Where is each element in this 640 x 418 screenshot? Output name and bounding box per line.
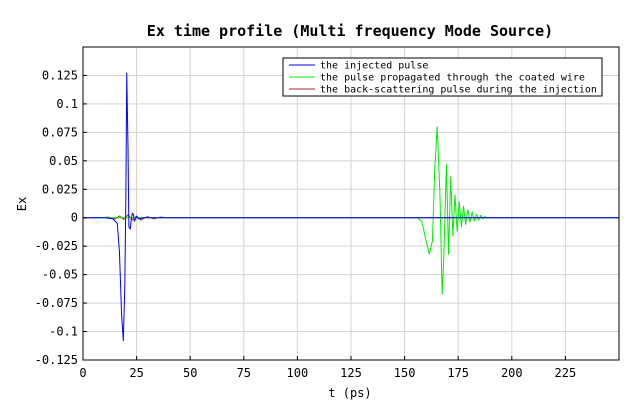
y-tick-label: 0.075 xyxy=(42,125,78,139)
x-axis-label: t (ps) xyxy=(328,386,371,400)
y-tick-label: 0.025 xyxy=(42,182,78,196)
legend-label-1: the injected pulse xyxy=(320,61,428,72)
y-tick-label: 0 xyxy=(71,211,78,225)
y-tick-label: -0.1 xyxy=(49,325,78,339)
y-tick-label: 0.125 xyxy=(42,68,78,82)
legend-label-3: the back-scattering pulse during the inj… xyxy=(320,85,597,96)
y-tick-label: -0.075 xyxy=(35,296,78,310)
series-layer xyxy=(83,72,619,342)
x-tick-label: 175 xyxy=(447,366,469,380)
x-tick-label: 50 xyxy=(183,366,197,380)
chart-title: Ex time profile (Multi frequency Mode So… xyxy=(147,22,553,40)
y-tick-label: -0.025 xyxy=(35,239,78,253)
x-tick-label: 75 xyxy=(237,366,251,380)
y-axis-label: Ex xyxy=(15,197,29,211)
x-tick-label: 0 xyxy=(79,366,86,380)
axis-ticks: 0 25 50 75 100 125 150 175 200 225 -0.125 -0.1 -0.07… xyxy=(35,68,577,380)
y-tick-label: -0.05 xyxy=(42,268,78,282)
legend-box xyxy=(282,57,603,97)
legend-label-2: the pulse propagated through the coated … xyxy=(320,73,585,84)
series-line-2 xyxy=(83,126,619,295)
x-tick-label: 100 xyxy=(287,366,309,380)
x-tick-label: 125 xyxy=(340,366,362,380)
x-tick-label: 225 xyxy=(555,366,577,380)
x-tick-label: 200 xyxy=(501,366,523,380)
series-line-1 xyxy=(83,72,619,342)
y-tick-label: 0.05 xyxy=(49,154,78,168)
y-tick-label: -0.125 xyxy=(35,353,78,367)
x-tick-label: 150 xyxy=(394,366,416,380)
x-tick-label: 25 xyxy=(129,366,143,380)
y-tick-label: 0.1 xyxy=(56,97,78,111)
